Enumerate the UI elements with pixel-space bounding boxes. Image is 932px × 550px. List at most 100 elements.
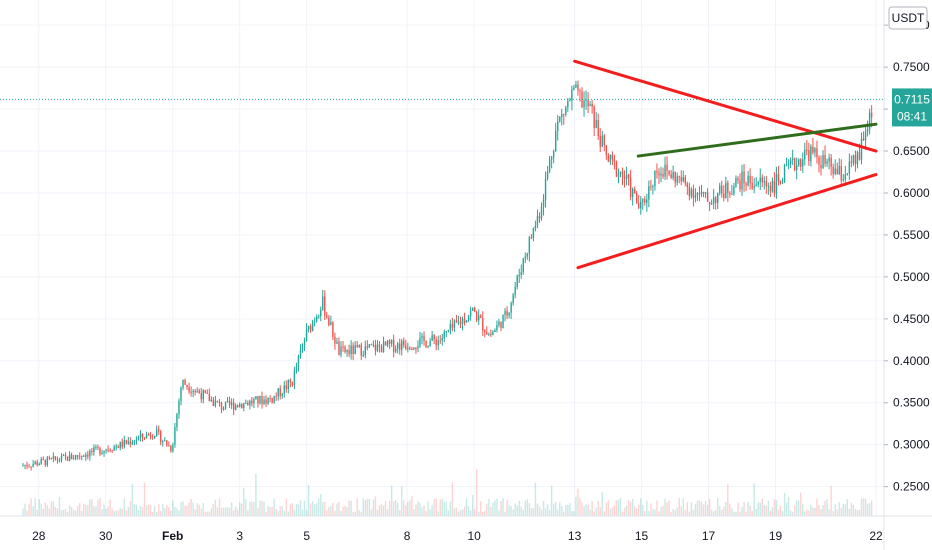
volume-bar [490,507,492,516]
volume-bar [113,511,115,516]
volume-bar [344,506,346,516]
volume-bar [70,507,73,516]
volume-bar [708,498,711,516]
candle-body [824,154,826,164]
volume-bar [394,499,397,516]
candle-body [243,403,245,409]
volume-bar [326,510,328,516]
candle-body [210,399,213,402]
candle-body [684,177,687,184]
candle-body [502,314,504,329]
candle-body [694,195,697,198]
volume-bar [670,511,672,516]
candle-body [68,454,71,461]
candle-body [289,380,292,383]
volume-bar [486,503,488,516]
candle-body [166,440,168,446]
volume-bar [702,504,705,516]
volume-bar [62,509,65,516]
candle-body [48,457,51,459]
candle-body [95,446,97,448]
time-axis[interactable]: 28 30 Feb 3 5 8 10 13 15 17 19 22 [32,529,883,543]
candle-body [30,466,32,468]
volume-bar [220,507,223,516]
candle-body [500,321,502,329]
volume-bar [615,500,618,516]
candle-body [97,446,99,449]
candle-body [196,390,198,392]
volume-bar [469,510,472,516]
candle-body [123,440,125,447]
volume-bar [802,504,804,516]
volume-bar [648,510,650,516]
candle-body [305,329,308,341]
candle-body [445,331,448,333]
volume-bar [190,498,192,516]
candle-body [182,379,184,388]
volume-bar [196,503,198,516]
trendline-lower-support[interactable] [576,173,878,270]
volume-bar [58,497,61,516]
candle-body [184,379,186,385]
volume-bar [354,511,356,516]
candle-body [765,181,768,187]
candle-body [380,346,383,353]
candle-body [520,272,522,276]
volume-bar [147,504,150,516]
candle-body [236,405,239,407]
volume-bar [283,510,285,516]
volume-bar [666,502,668,516]
volume-bar [153,505,156,516]
candle-body [234,405,237,410]
volume-bar [569,503,571,516]
candle-body [176,414,178,428]
trendline-upper-resistance[interactable] [573,59,878,153]
candle-body [717,192,719,203]
candle-body [60,455,63,461]
candle-body [218,401,221,403]
candle-body [793,158,796,171]
candle-body [168,445,170,447]
volume-bar [315,503,318,516]
volume-bar [388,500,391,516]
volume-bar [662,506,664,516]
volume-bar [352,511,354,516]
candle-body [563,113,565,115]
volume-bar [30,498,32,516]
volume-bar [297,504,300,516]
volume-bar [781,511,784,516]
volume-bar [313,504,316,516]
candle-body [548,159,551,172]
candle-body [392,339,395,352]
volume-bar [275,508,277,516]
volume-bar [463,506,466,516]
candle-body [842,179,844,181]
candle-body [273,395,275,403]
volume-bar [119,508,121,516]
candle-body [224,401,227,409]
candle-body [427,345,429,347]
volume-bar [322,502,324,516]
volume-bar [773,499,776,516]
volume-bar [151,511,154,516]
trendline-green-trend[interactable] [636,122,878,158]
volume-bar [820,509,822,516]
volume-bar [806,509,808,516]
volume-bar [804,511,806,516]
volume-bar [293,510,296,516]
candle-body [455,320,458,323]
volume-bar [249,502,251,516]
volume-bar [285,498,288,516]
candle-body [121,441,123,447]
candle-body [482,317,484,331]
candle-body [342,346,344,348]
currency-label[interactable]: USDT [888,6,928,30]
volume-bar [842,503,844,516]
candle-body [318,316,320,318]
volume-bar [178,510,180,516]
volume-bar [577,488,579,516]
volume-bar [299,500,302,516]
volume-bar [202,503,204,516]
volume-bar [552,503,555,516]
